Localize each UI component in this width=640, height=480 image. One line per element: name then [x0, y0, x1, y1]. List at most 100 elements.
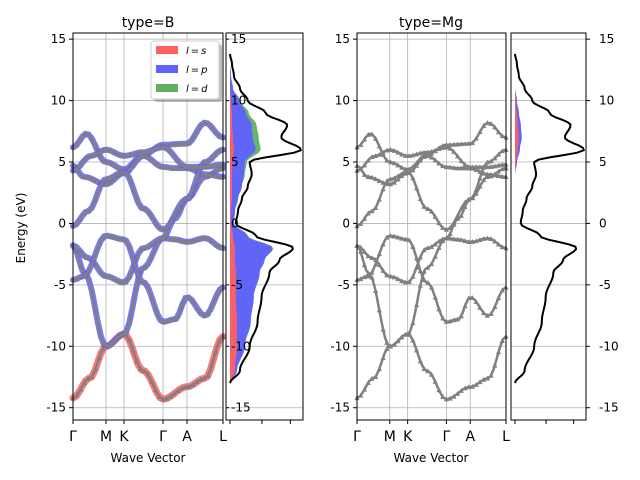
- band-marker: [454, 153, 461, 159]
- band-marker: [469, 164, 476, 170]
- band-marker: [410, 337, 416, 343]
- band-marker: [85, 376, 91, 381]
- band-marker: [447, 231, 453, 237]
- y-axis-label: Energy (eV): [14, 193, 28, 264]
- band-marker: [395, 234, 401, 240]
- panel-b-dos-axes: -15 -10 -5 0 5 10 15: [225, 32, 304, 424]
- band-marker: [182, 196, 189, 202]
- band-marker: [141, 264, 147, 270]
- band-marker: [212, 129, 219, 135]
- band-marker: [209, 172, 215, 178]
- band-marker: [119, 279, 125, 285]
- band-marker: [186, 295, 192, 301]
- band-marker: [167, 149, 174, 154]
- band-marker: [443, 144, 449, 150]
- band-marker: [428, 371, 435, 377]
- band-marker: [145, 261, 151, 267]
- band-marker: [365, 132, 371, 137]
- band-marker: [205, 171, 211, 177]
- band-marker: [141, 245, 147, 251]
- band-marker: [107, 274, 114, 280]
- band-marker: [387, 159, 394, 165]
- band-marker: [481, 177, 487, 183]
- band-marker: [451, 220, 457, 225]
- band-marker: [100, 178, 106, 184]
- band-marker: [194, 164, 200, 170]
- band-marker: [492, 163, 498, 169]
- band-marker: [104, 181, 110, 187]
- band-marker: [380, 149, 386, 155]
- band-marker: [130, 255, 136, 261]
- band-marker: [440, 145, 446, 150]
- band-marker: [477, 379, 483, 385]
- band-marker: [369, 255, 375, 261]
- band-marker: [417, 196, 423, 202]
- band-marker: [104, 159, 110, 165]
- band-marker: [81, 253, 87, 259]
- band-marker: [436, 306, 442, 312]
- band-marker: [481, 310, 487, 316]
- band-marker: [201, 235, 207, 241]
- band-marker: [402, 153, 409, 158]
- band-marker: [440, 163, 446, 169]
- y-tick-label: 10: [335, 94, 350, 108]
- band-marker: [134, 196, 140, 202]
- band-marker: [104, 147, 110, 152]
- band-marker: [111, 173, 117, 179]
- band-marker: [384, 340, 390, 345]
- band-marker: [477, 175, 483, 181]
- band-marker: [492, 155, 498, 161]
- band-marker: [81, 210, 87, 216]
- band-marker: [410, 175, 416, 181]
- band-marker: [134, 268, 140, 274]
- band-marker: [212, 162, 219, 168]
- band-marker: [425, 153, 431, 159]
- band-marker: [104, 343, 110, 349]
- band-marker: [216, 173, 222, 179]
- band-marker: [190, 299, 196, 304]
- band-marker: [186, 239, 192, 244]
- band-marker: [473, 167, 479, 172]
- band-marker: [134, 358, 140, 364]
- band-marker: [89, 176, 95, 182]
- y-tick-label: -10: [46, 339, 66, 353]
- band-marker: [454, 165, 461, 171]
- band-marker: [395, 149, 401, 155]
- band-marker: [432, 147, 438, 153]
- band-marker: [96, 186, 102, 192]
- band-marker: [358, 249, 364, 255]
- band-marker: [376, 178, 382, 184]
- band-marker: [201, 164, 207, 170]
- band-marker: [432, 294, 438, 300]
- band-marker: [164, 164, 170, 170]
- band-marker: [402, 169, 409, 175]
- band-marker: [156, 145, 162, 150]
- band-marker: [179, 162, 185, 167]
- band-marker: [443, 319, 449, 324]
- band-marker: [466, 140, 472, 146]
- band-marker: [447, 142, 453, 147]
- kpoint-label: L: [219, 429, 227, 445]
- band-marker: [156, 394, 162, 399]
- band-marker: [156, 236, 162, 242]
- band-marker: [373, 374, 379, 379]
- band-marker: [495, 162, 502, 168]
- band-marker: [380, 326, 386, 332]
- band-marker: [122, 330, 129, 336]
- band-marker: [417, 157, 423, 163]
- band-marker: [384, 346, 390, 352]
- band-marker: [473, 164, 479, 170]
- band-marker: [149, 147, 155, 153]
- legend-label: l = d: [186, 84, 208, 95]
- band-marker: [171, 390, 177, 396]
- panel-b-x-axis-label: Wave Vector: [111, 451, 186, 465]
- band-marker: [137, 247, 144, 253]
- band-marker: [417, 254, 423, 260]
- band-marker: [462, 199, 468, 205]
- dos-y-tick-label: 10: [599, 94, 614, 108]
- band-marker: [458, 165, 464, 171]
- band-marker: [443, 396, 449, 402]
- band-marker: [126, 244, 132, 249]
- band-marker: [216, 148, 222, 154]
